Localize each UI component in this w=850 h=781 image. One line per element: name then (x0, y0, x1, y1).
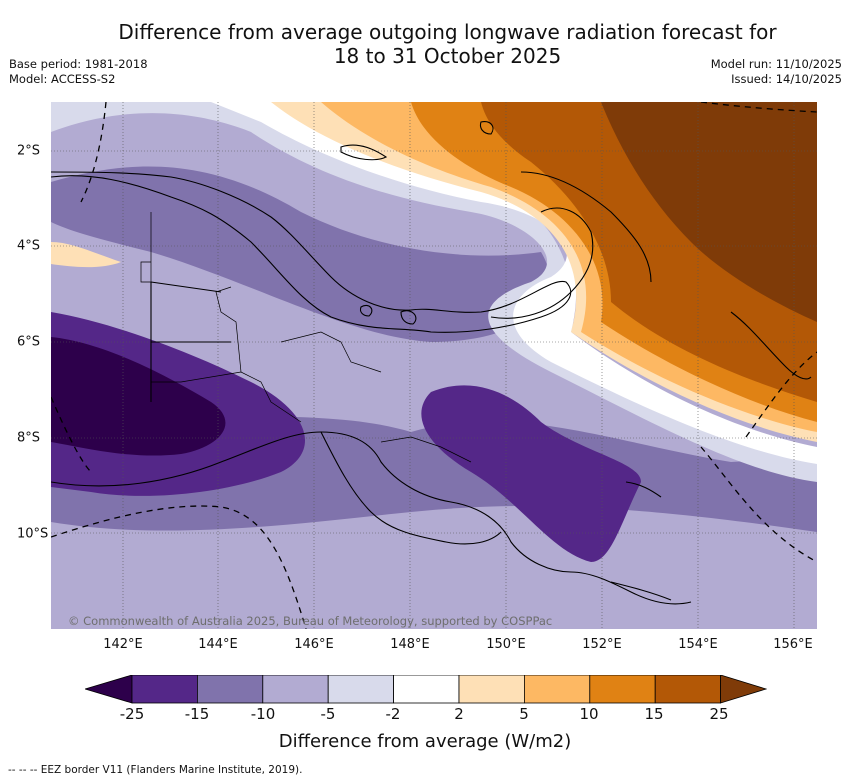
colorbar-tick-2: -10 (250, 705, 276, 723)
title-line-1: Difference from average outgoing longwav… (118, 20, 777, 44)
colorbar-bin-2 (197, 675, 264, 704)
eez-borders (51, 102, 817, 629)
colorbar-tick-0: -25 (119, 705, 145, 723)
colorbar-bin-6 (458, 675, 525, 704)
base-period-label: Base period: 1981-2018 (9, 57, 148, 71)
lat-label-2s: 2°S (17, 143, 41, 159)
lon-label-150: 150°E (486, 637, 526, 652)
lat-label-6s: 6°S (17, 334, 41, 350)
map-panel: © Commonwealth of Australia 2025, Bureau… (51, 102, 817, 629)
lat-label-8s: 8°S (17, 430, 41, 446)
band-minus10-minus5-south (51, 506, 817, 629)
lon-label-148: 148°E (390, 637, 430, 652)
colorbar-tick-9: 25 (709, 705, 729, 723)
colorbar-extend-low (85, 675, 133, 704)
band-lt-minus25-core (51, 337, 226, 456)
lat-label-10s: 10°S (17, 526, 49, 542)
colorbar-bin-3 (262, 675, 329, 704)
colorbar-tick-1: -15 (184, 705, 210, 723)
colorbar-tick-7: 10 (579, 705, 599, 723)
colorbar-extend-high (720, 675, 767, 704)
lon-label-152: 152°E (582, 637, 622, 652)
colorbar-tick-4: -2 (385, 705, 401, 723)
colorbar-title: Difference from average (W/m2) (278, 731, 572, 752)
issued-label: Issued: 14/10/2025 (731, 72, 842, 86)
colorbar-bin-5 (393, 675, 460, 704)
colorbar-bin-4 (327, 675, 394, 704)
meta-left: Base period: 1981-2018 Model: ACCESS-S2 (9, 57, 148, 87)
title-line-2: 18 to 31 October 2025 (333, 44, 562, 68)
colorbar-tick-3: -5 (320, 705, 336, 723)
colorbar-tick-5: 2 (454, 705, 464, 723)
lon-label-144: 144°E (198, 637, 238, 652)
model-run-label: Model run: 11/10/2025 (710, 57, 842, 71)
band-minus15-minus10-north (51, 166, 550, 342)
eez-legend: -- -- -- EEZ border V11 (Flanders Marine… (8, 764, 303, 776)
lon-label-142: 142°E (103, 637, 143, 652)
colorbar-bin-1 (131, 675, 198, 704)
colorbar (85, 675, 767, 704)
band-minus25-minus15-east (421, 385, 641, 562)
lon-label-154: 154°E (678, 637, 718, 652)
lat-label-4s: 4°S (17, 238, 41, 254)
map-svg (51, 102, 817, 629)
colorbar-bin-8 (589, 675, 656, 704)
colorbar-tick-6: 5 (519, 705, 529, 723)
copyright-note: © Commonwealth of Australia 2025, Bureau… (68, 614, 553, 628)
warm-patch-west (51, 242, 121, 268)
chart-title: Difference from average outgoing longwav… (0, 20, 850, 68)
model-label: Model: ACCESS-S2 (9, 72, 116, 86)
band-gt-plus25 (601, 102, 817, 322)
lon-label-146: 146°E (294, 637, 334, 652)
lon-label-156: 156°E (773, 637, 813, 652)
colorbar-tick-8: 15 (644, 705, 664, 723)
province-borders (140, 212, 472, 463)
colorbar-bin-7 (523, 675, 591, 704)
meta-right: Model run: 11/10/2025 Issued: 14/10/2025 (711, 57, 842, 87)
colorbar-bin-9 (654, 675, 722, 704)
